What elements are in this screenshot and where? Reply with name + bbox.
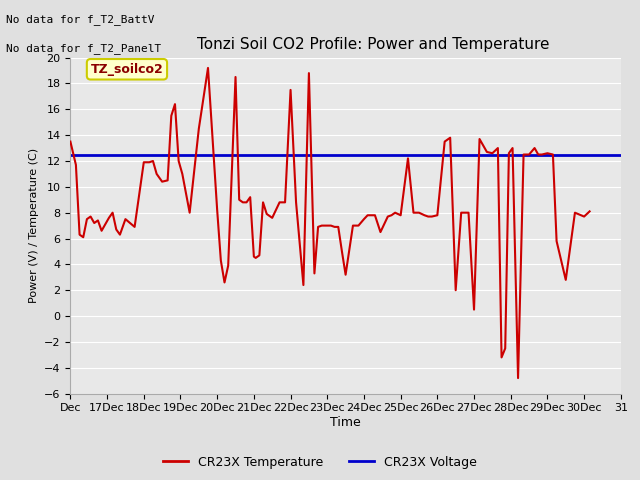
Legend: CR23X Temperature, CR23X Voltage: CR23X Temperature, CR23X Voltage: [159, 451, 481, 474]
Title: Tonzi Soil CO2 Profile: Power and Temperature: Tonzi Soil CO2 Profile: Power and Temper…: [197, 37, 549, 52]
Text: No data for f_T2_PanelT: No data for f_T2_PanelT: [6, 43, 162, 54]
X-axis label: Time: Time: [330, 416, 361, 429]
Text: TZ_soilco2: TZ_soilco2: [91, 63, 163, 76]
Y-axis label: Power (V) / Temperature (C): Power (V) / Temperature (C): [29, 148, 38, 303]
Text: No data for f_T2_BattV: No data for f_T2_BattV: [6, 14, 155, 25]
